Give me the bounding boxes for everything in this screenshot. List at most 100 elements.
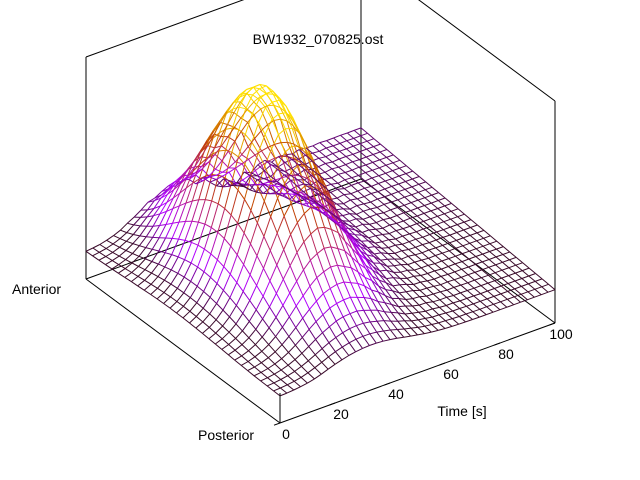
mesh-line-time [253,371,262,377]
mesh-line-position [257,175,265,180]
mesh-line-position [253,375,261,382]
mesh-line-position [176,312,184,319]
mesh-line-position [325,156,333,163]
mesh-line-position [377,291,386,303]
mesh-line-position [345,156,353,163]
mesh-line-position [329,307,337,322]
mesh-line-position [249,274,258,286]
mesh-line-position [376,213,384,220]
mesh-line-position [248,350,256,358]
mesh-line-position [378,279,387,290]
mesh-line-time [428,255,436,259]
mesh-line-position [383,204,391,211]
mesh-line-time [325,153,333,158]
mesh-line-position [276,264,284,280]
mesh-line-time [462,250,470,255]
mesh-line-position [209,313,217,321]
mesh-line-time [276,215,285,234]
mesh-line-time [345,153,354,157]
mesh-line-position [277,169,285,176]
mesh-line-position [486,298,494,305]
mesh-line-position [468,250,477,257]
mesh-line-time [336,299,344,304]
mesh-line-position [403,220,411,227]
mesh-line-time [256,183,264,193]
mesh-line-time [217,177,226,204]
mesh-line-position [388,233,397,240]
mesh-line-position [385,172,393,180]
mesh-line-position [392,285,400,294]
mesh-line-position [312,152,320,159]
mesh-line-time [404,186,413,190]
mesh-line-time [297,213,305,223]
mesh-line-position [194,156,202,167]
mesh-line-time [166,197,174,212]
mesh-line-time [467,271,476,276]
mesh-line-position [369,321,378,333]
mesh-line-position [429,226,437,233]
mesh-line-position [459,308,467,315]
mesh-line-time [440,281,448,286]
mesh-line-position [394,258,402,265]
mesh-line-position [195,327,203,334]
mesh-line-time [286,120,295,145]
mesh-line-position [360,246,368,256]
mesh-line-time [183,297,191,307]
mesh-line-position [446,289,454,296]
mesh-line-position [405,173,413,180]
mesh-line-time [330,188,338,193]
mesh-line-time [480,290,488,295]
mesh-line-position [111,268,119,274]
mesh-line-time [275,185,283,194]
mesh-line-position [305,149,313,169]
mesh-line-position [332,153,340,160]
mesh-line-time [366,254,375,257]
mesh-line-position [112,260,119,266]
mesh-line-time [502,251,510,255]
mesh-line-time [405,298,413,300]
mesh-line-time [140,209,148,218]
mesh-line-time [460,290,468,294]
mesh-line-time [314,373,322,380]
mesh-line-time [259,96,268,106]
mesh-line-position [446,296,454,304]
mesh-line-position [210,276,218,284]
mesh-line-position [181,168,189,177]
mesh-line-time [480,298,488,302]
mesh-line-position [275,185,283,188]
mesh-line-time [356,203,364,207]
mesh-line-time [255,296,264,311]
mesh-line-position [330,266,338,285]
mesh-line-time [449,232,457,236]
mesh-line-time [443,226,451,231]
mesh-line-time [351,182,359,186]
mesh-line-position [196,285,204,292]
mesh-line-position [167,184,175,190]
mesh-line-position [364,180,372,187]
mesh-line-position [287,375,295,382]
mesh-line-position [223,178,231,182]
mesh-line-position [315,300,324,315]
mesh-line-time [265,101,273,108]
mesh-line-position [434,270,442,277]
mesh-line-time [337,248,345,252]
mesh-line-position [419,296,427,304]
mesh-line-time [358,262,366,269]
mesh-line-position [206,130,215,142]
mesh-line-time [475,261,483,265]
mesh-line-time [401,255,409,260]
mesh-line-time [307,378,315,384]
mesh-line-position [194,166,203,174]
mesh-line-position [98,259,106,266]
mesh-line-time [369,213,377,218]
mesh-line-position [152,248,159,252]
mesh-line-time [365,161,373,166]
mesh-line-time [356,218,364,220]
x-tick-label: 40 [388,386,404,402]
mesh-line-position [339,150,347,157]
mesh-line-position [302,196,310,201]
mesh-line-position [300,377,308,384]
mesh-line-position [316,253,325,272]
mesh-line-time [191,199,200,222]
mesh-line-position [477,224,485,231]
